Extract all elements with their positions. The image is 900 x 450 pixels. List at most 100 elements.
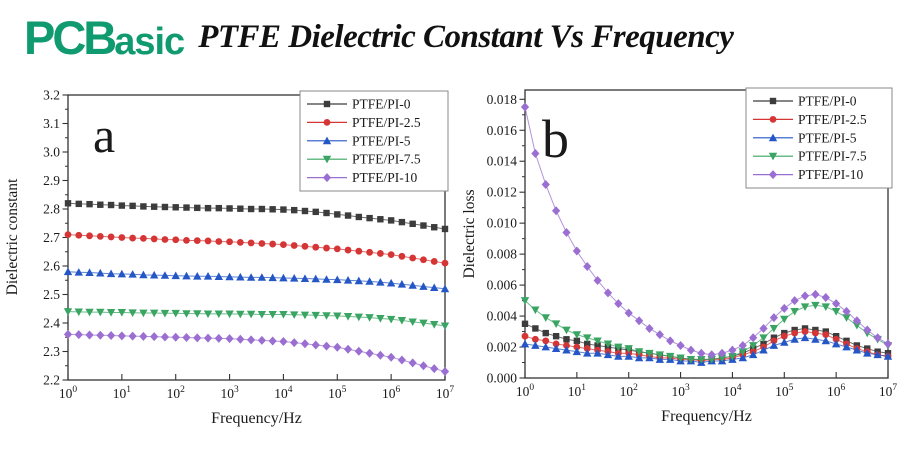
square-marker [441, 225, 449, 233]
diamond-marker [749, 333, 758, 343]
triangle-up-marker [246, 273, 256, 281]
diamond-marker [634, 316, 644, 326]
square-marker [269, 206, 276, 213]
legend-item-ptfe-pi-10: PTFE/PI-10 [753, 167, 864, 182]
triangle-down-marker [717, 354, 727, 363]
circle-marker [573, 343, 581, 351]
y-tick-label: 0.008 [487, 247, 518, 262]
square-marker [398, 218, 406, 226]
square-marker [323, 100, 331, 108]
diamond-marker [322, 341, 331, 351]
diamond-marker [645, 323, 654, 333]
circle-marker [409, 254, 417, 262]
triangle-down-marker [676, 354, 685, 363]
triangle-up-marker [780, 338, 789, 346]
triangle-up-marker [842, 342, 851, 351]
triangle-up-marker [419, 282, 428, 290]
y-tick-label: 3.2 [43, 88, 60, 103]
circle-marker [355, 247, 363, 255]
triangle-down-marker [365, 314, 374, 322]
triangle-down-marker [343, 313, 353, 321]
diamond-marker [365, 348, 374, 358]
triangle-up-marker [738, 353, 747, 362]
triangle-down-marker [160, 309, 170, 318]
diamond-marker [603, 288, 613, 298]
triangle-up-marker [365, 277, 374, 285]
triangle-up-marker [85, 268, 94, 276]
x-tick-label: 104 [723, 383, 742, 399]
triangle-down-marker [800, 303, 810, 311]
circle-marker [269, 240, 277, 248]
square-marker [366, 214, 373, 222]
triangle-up-marker [790, 335, 799, 343]
circle-marker [769, 116, 777, 123]
square-marker [280, 206, 287, 213]
circle-marker [258, 240, 266, 247]
diamond-marker [541, 179, 550, 189]
diamond-marker [333, 342, 342, 352]
square-marker [215, 204, 222, 212]
panel-label: a [93, 107, 115, 163]
x-tick-label: 102 [620, 383, 639, 399]
triangle-up-marker [106, 269, 116, 278]
triangle-down-marker [63, 308, 73, 316]
diamond-marker [203, 333, 213, 343]
diamond-marker [552, 206, 561, 216]
square-marker [532, 325, 539, 332]
circle-marker [791, 329, 799, 337]
triangle-down-marker [811, 301, 820, 310]
triangle-down-marker [531, 306, 540, 315]
triangle-up-marker [236, 272, 245, 281]
triangle-down-marker [236, 310, 245, 319]
circle-marker [323, 244, 330, 252]
legend-label: PTFE/PI-2.5 [352, 115, 421, 130]
y-tick-label: 2.6 [43, 259, 60, 274]
diamond-marker [279, 337, 288, 347]
square-marker [258, 205, 266, 213]
diamond-marker [193, 333, 202, 343]
triangle-down-marker [96, 308, 105, 317]
circle-marker [140, 234, 147, 242]
y-tick-label: 2.8 [43, 202, 60, 217]
square-marker [542, 329, 549, 337]
x-tick-label: 101 [568, 383, 587, 399]
diamond-marker [655, 330, 664, 340]
circle-marker [780, 332, 788, 340]
triangle-down-marker [541, 314, 550, 322]
triangle-up-marker [634, 353, 644, 362]
series-ptfe-pi-2-5 [64, 231, 449, 267]
y-tick-label: 0.018 [487, 92, 518, 107]
diamond-marker [128, 331, 137, 341]
triangle-down-marker [780, 315, 789, 324]
triangle-down-marker [645, 349, 654, 358]
triangle-down-marker [128, 309, 137, 317]
diamond-marker [821, 292, 830, 302]
square-marker [172, 204, 179, 211]
legend-label: PTFE/PI-2.5 [798, 112, 867, 127]
diamond-marker [832, 299, 841, 309]
diamond-marker [842, 306, 851, 316]
square-marker [118, 202, 126, 209]
legend: PTFE/PI-0 PTFE/PI-2.5 PTFE/PI-5 PTFE/PI-7.5… [299, 90, 449, 192]
square-marker [521, 320, 529, 328]
diamond-marker [150, 332, 159, 342]
circle-marker [344, 246, 352, 254]
circle-marker [183, 236, 190, 244]
circle-marker [75, 231, 83, 239]
legend-label: PTFE/PI-10 [352, 170, 418, 185]
diamond-marker [790, 296, 799, 306]
diamond-marker [74, 330, 83, 340]
circle-marker [430, 258, 438, 265]
triangle-up-marker [541, 342, 550, 351]
diamond-marker [780, 303, 789, 313]
diamond-marker [290, 338, 299, 348]
triangle-down-marker [738, 348, 747, 356]
triangle-up-marker [852, 345, 862, 354]
diamond-marker [311, 340, 320, 350]
circle-marker [812, 329, 819, 337]
x-tick-label: 107 [879, 383, 898, 399]
triangle-up-marker [863, 349, 872, 357]
square-marker [291, 206, 298, 214]
triangle-up-marker [171, 271, 180, 280]
